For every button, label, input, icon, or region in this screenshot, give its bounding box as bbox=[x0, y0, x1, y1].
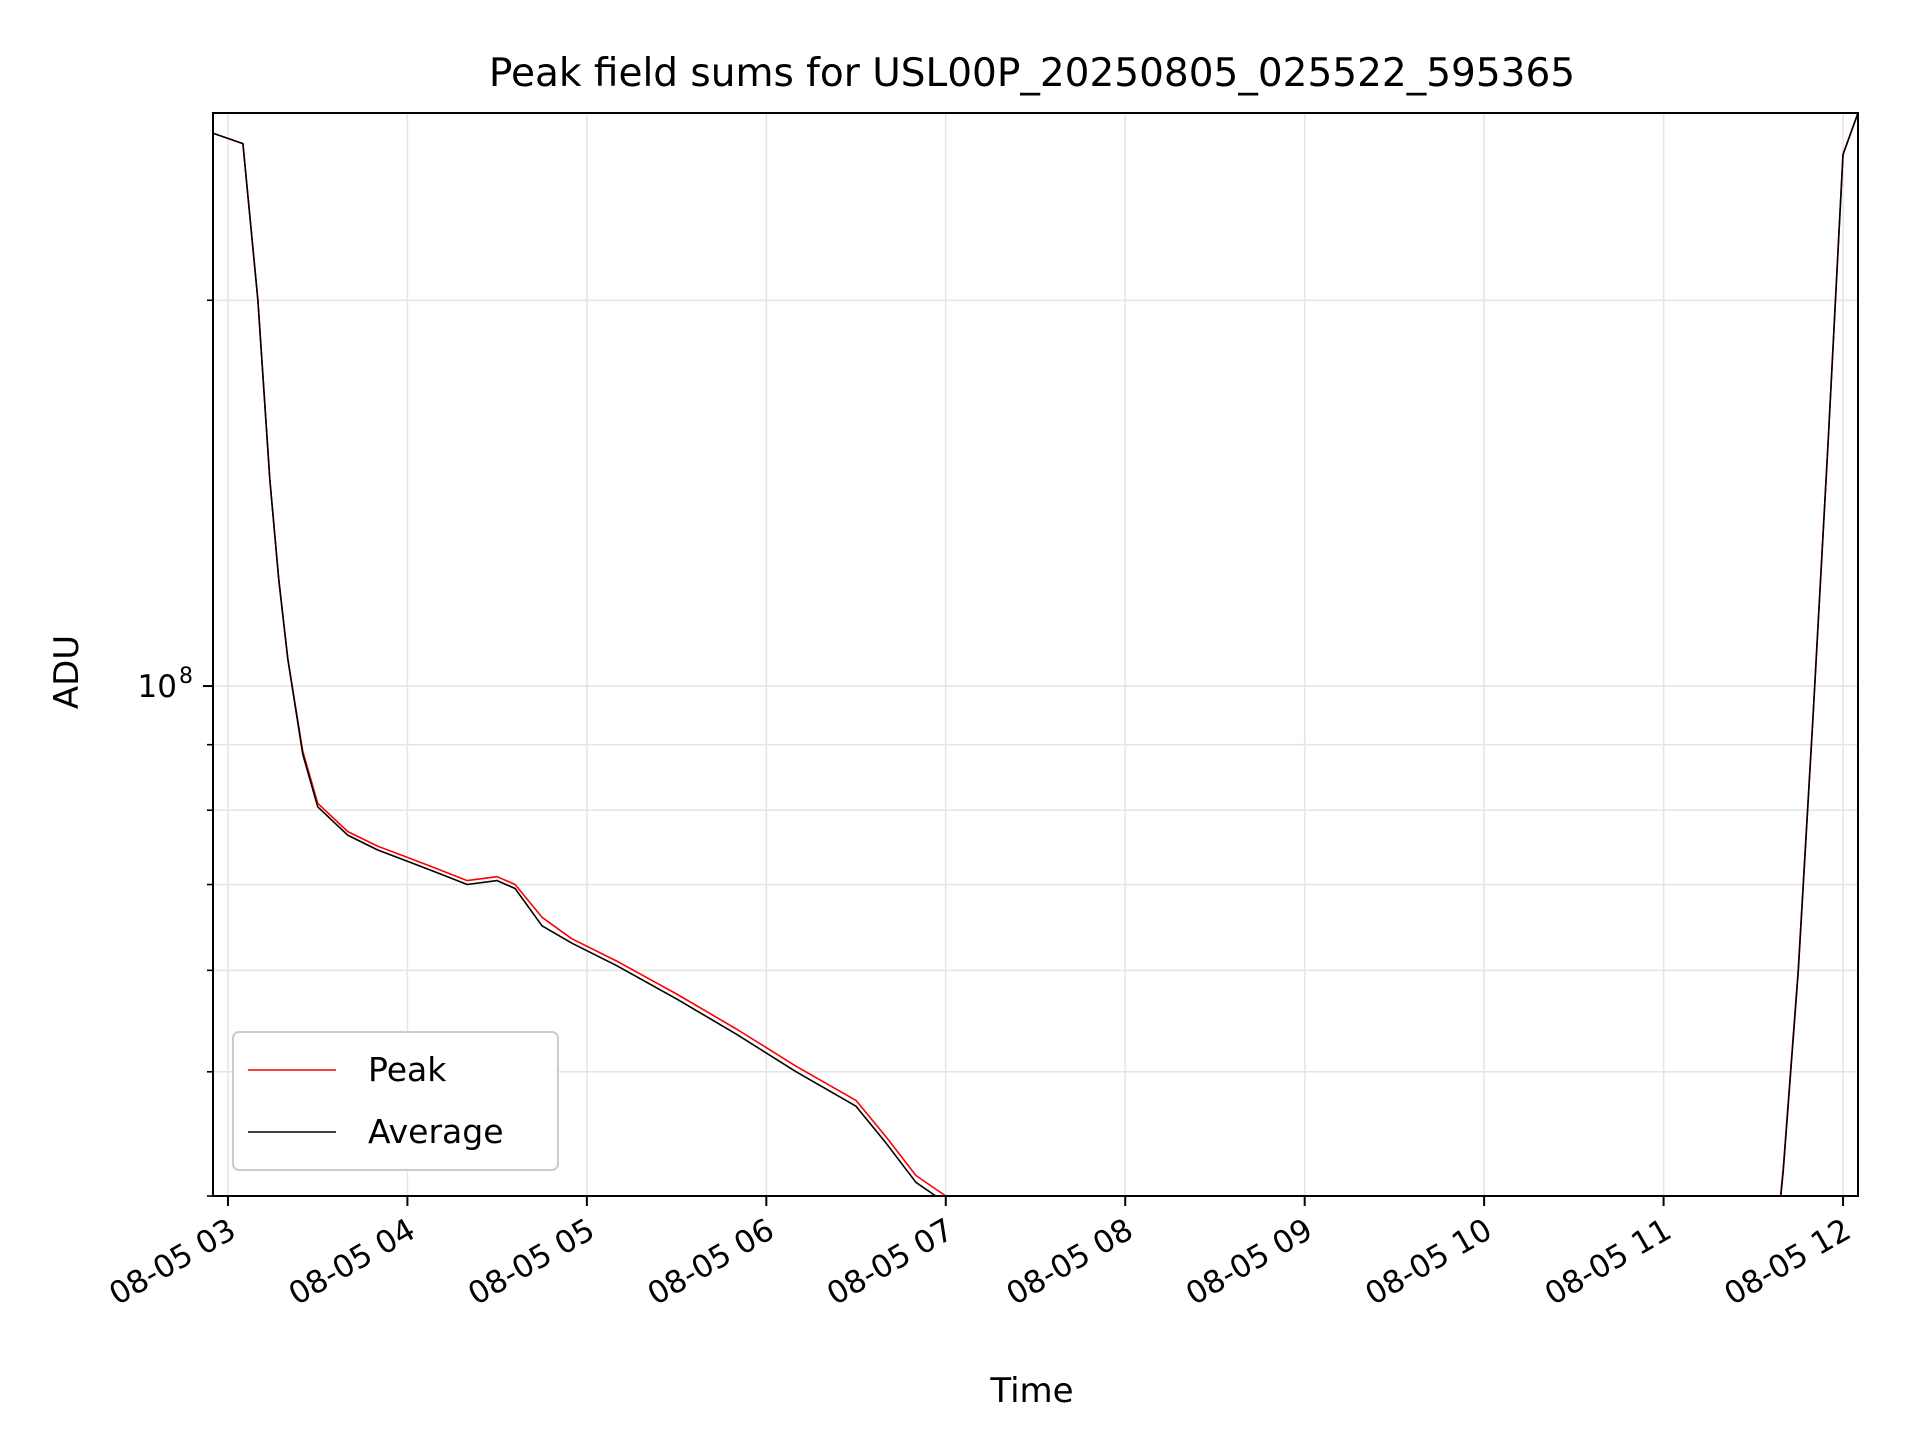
x-tick-label: 08-05 09 bbox=[1180, 1212, 1319, 1313]
x-tick-label: 08-05 03 bbox=[103, 1212, 242, 1313]
axes-frame bbox=[212, 112, 1859, 1197]
y-tick-label: 10 bbox=[138, 669, 177, 705]
x-tick-label: 08-05 10 bbox=[1359, 1212, 1498, 1313]
x-tick-label: 08-05 12 bbox=[1718, 1212, 1857, 1313]
legend: Peak Average bbox=[232, 1031, 559, 1171]
x-tick-label: 08-05 04 bbox=[283, 1212, 422, 1313]
legend-box bbox=[232, 1031, 559, 1171]
y-axis-ticks: 10 8 bbox=[138, 299, 213, 1197]
plot-lines bbox=[213, 113, 1858, 1196]
x-axis-label: Time bbox=[989, 1371, 1073, 1411]
x-tick-label: 08-05 08 bbox=[1001, 1212, 1140, 1313]
series-line-average bbox=[213, 113, 1858, 1196]
x-tick-label: 08-05 07 bbox=[821, 1212, 960, 1313]
legend-average-label: Average bbox=[368, 1112, 504, 1151]
chart-title: Peak field sums for USL00P_20250805_0255… bbox=[489, 51, 1575, 96]
x-tick-label: 08-05 06 bbox=[642, 1212, 781, 1313]
legend-peak-label: Peak bbox=[368, 1050, 447, 1089]
y-axis-label: ADU bbox=[47, 635, 87, 709]
x-tick-label: 08-05 05 bbox=[462, 1212, 601, 1313]
x-tick-label: 08-05 11 bbox=[1539, 1212, 1678, 1313]
series-line-peak bbox=[213, 113, 1858, 1196]
x-axis-ticks: 08-05 03 08-05 04 08-05 05 08-05 06 08-05 07… bbox=[103, 1196, 1857, 1313]
y-tick-exponent: 8 bbox=[179, 664, 193, 689]
